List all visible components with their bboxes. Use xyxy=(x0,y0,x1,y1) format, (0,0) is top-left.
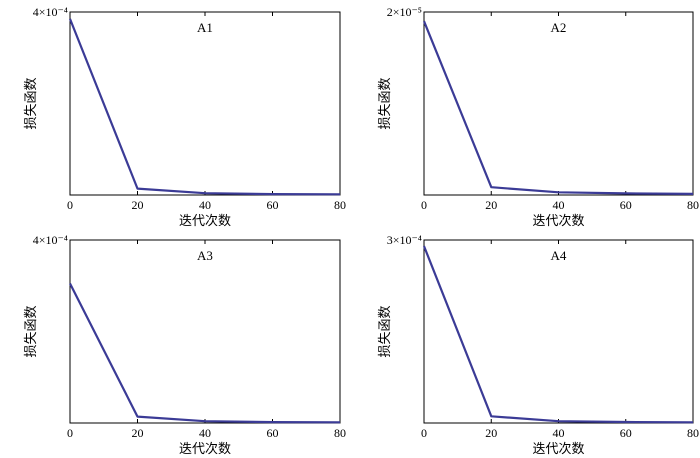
x-tick-label: 40 xyxy=(199,198,211,212)
x-tick-label: 40 xyxy=(553,198,565,212)
y-axis-label: 损失函数 xyxy=(378,77,393,129)
y-tick-label-max: 3×10⁻⁴ xyxy=(387,233,422,247)
x-axis-label: 迭代次数 xyxy=(179,213,231,229)
y-tick-label-max: 4×10⁻⁴ xyxy=(33,5,68,19)
x-tick-label: 60 xyxy=(620,198,632,212)
x-tick-label: 80 xyxy=(334,426,346,440)
plot-frame xyxy=(69,11,341,196)
series-line xyxy=(422,245,694,424)
chart-panel-4: 0 20 40 60 80 3×10⁻⁴ 迭代次数 损失函数 A4 xyxy=(378,233,699,457)
y-axis-label: 损失函数 xyxy=(378,305,393,357)
panel-title: A4 xyxy=(551,248,567,263)
x-tick-label: 0 xyxy=(421,198,427,212)
panel-title: A1 xyxy=(197,20,213,35)
x-tick-label: 20 xyxy=(132,198,144,212)
panel-title: A2 xyxy=(551,20,567,35)
series-line xyxy=(422,20,694,195)
x-tick-label: 0 xyxy=(67,426,73,440)
x-tick-label: 20 xyxy=(132,426,144,440)
x-axis-label: 迭代次数 xyxy=(532,441,584,457)
series-line xyxy=(69,283,341,424)
x-tick-label: 60 xyxy=(267,198,279,212)
y-tick-label-max: 2×10⁻⁵ xyxy=(387,5,422,19)
x-tick-label: 80 xyxy=(687,198,699,212)
x-tick-label: 0 xyxy=(67,198,73,212)
x-tick-label: 20 xyxy=(485,198,497,212)
plot-frame xyxy=(423,11,694,196)
x-tick-label: 60 xyxy=(267,426,279,440)
x-tick-label: 40 xyxy=(553,426,565,440)
plot-frame xyxy=(423,239,694,424)
x-tick-label: 80 xyxy=(334,198,346,212)
panel-title: A3 xyxy=(197,248,213,263)
y-axis-label: 损失函数 xyxy=(24,77,39,129)
x-axis-label: 迭代次数 xyxy=(532,213,584,229)
chart-panel-3: 0 20 40 60 80 4×10⁻⁴ 迭代次数 损失函数 A3 xyxy=(24,233,346,457)
x-tick-label: 20 xyxy=(485,426,497,440)
chart-panel-1: 0 20 40 60 80 4×10⁻⁴ 迭代次数 损失函数 A1 xyxy=(24,5,346,229)
x-axis-label: 迭代次数 xyxy=(179,441,231,457)
x-tick-label: 60 xyxy=(620,426,632,440)
chart-panel-2: 0 20 40 60 80 2×10⁻⁵ 迭代次数 损失函数 A2 xyxy=(378,5,699,229)
series-line xyxy=(68,18,341,196)
x-tick-label: 80 xyxy=(687,426,699,440)
y-axis-label: 损失函数 xyxy=(24,305,39,357)
y-tick-label-max: 4×10⁻⁴ xyxy=(33,233,68,247)
x-tick-label: 0 xyxy=(421,426,427,440)
x-tick-label: 40 xyxy=(199,426,211,440)
plot-frame xyxy=(69,239,341,424)
